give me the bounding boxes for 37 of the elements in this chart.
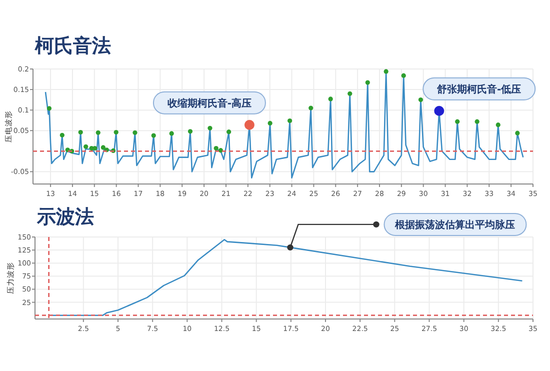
point [365,80,370,85]
point [455,119,460,124]
point [78,130,83,135]
point [218,148,224,153]
point [214,146,218,151]
point [84,144,88,149]
point [348,91,352,96]
point [244,120,254,130]
point [96,130,100,135]
text: 根据振荡波估算出平均脉压 [394,218,516,231]
point [496,122,500,128]
point [226,130,232,134]
point [114,130,118,135]
point [434,106,444,116]
point [418,98,424,102]
point [92,146,98,151]
point [288,118,292,124]
chart-title: 示波法 [36,206,94,228]
point [401,73,406,78]
point [169,131,174,136]
point [208,126,212,130]
point [474,119,480,124]
point [328,96,333,102]
point [151,133,156,138]
point [132,130,138,135]
annotation: 收缩期柯氏音-高压 [167,97,252,110]
point [188,129,193,134]
point [515,130,520,136]
point [384,69,388,74]
point [46,106,52,111]
point [60,132,64,138]
chart-title: 柯氏音法 [34,35,111,57]
point [268,120,272,126]
annotation: 舒张期柯氏音-低压 [436,83,522,96]
line-series [44,70,524,178]
point [308,106,314,110]
point [100,145,106,150]
